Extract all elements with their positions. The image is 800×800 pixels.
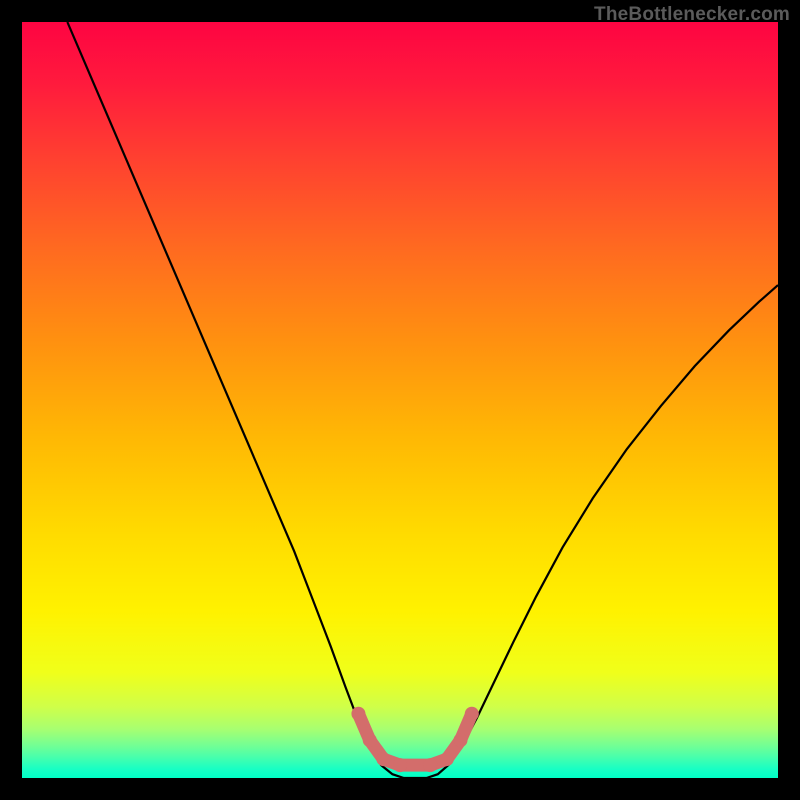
chart-container: { "chart": { "type": "line", "width_px":…	[0, 0, 800, 800]
watermark-text: TheBottlenecker.com	[594, 4, 790, 26]
bottleneck-chart	[0, 0, 800, 800]
